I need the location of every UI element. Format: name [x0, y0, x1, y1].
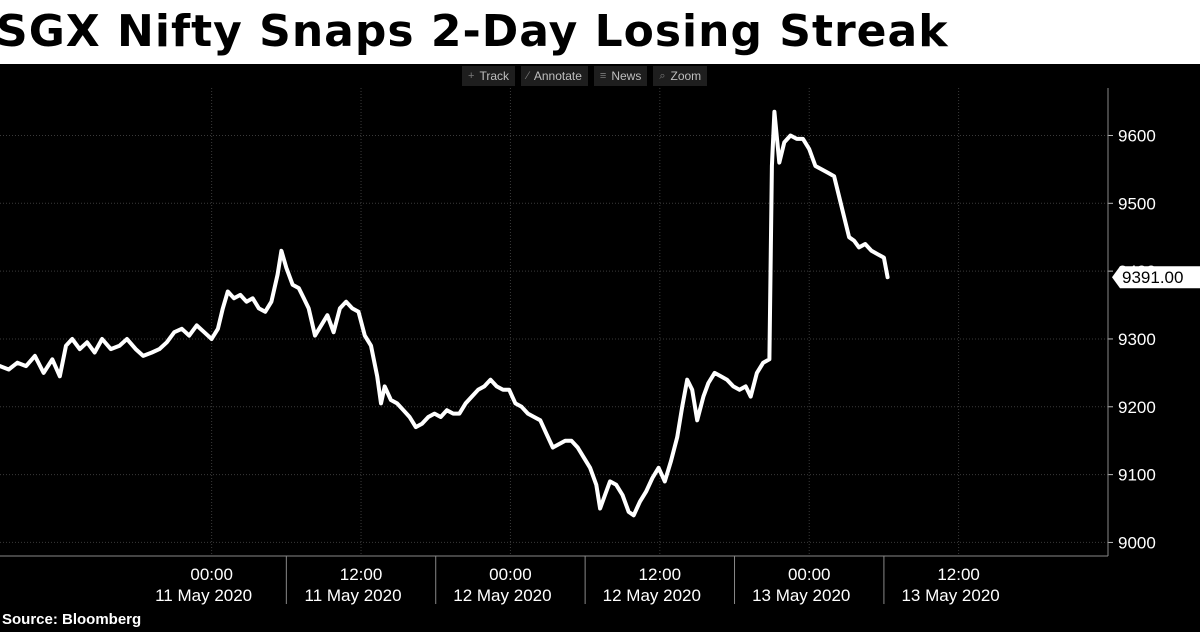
toolbar-news-button[interactable]: ≡ News	[593, 66, 648, 86]
footer: Source: Bloomberg	[0, 610, 1200, 632]
chart-area[interactable]: 00:00 11 May 2020 12:00 11 May 2020 00:00 12 …	[0, 64, 1200, 610]
y-tick-label: 9600	[1118, 126, 1156, 145]
x-axis: 00:00 11 May 2020 12:00 11 May 2020 00:00 12 …	[0, 555, 1108, 605]
x-tick-date: 13 May 2020	[901, 586, 999, 605]
y-tick-label: 9100	[1118, 466, 1156, 485]
x-tick-date: 12 May 2020	[453, 586, 551, 605]
last-value-label: 9391.00	[1122, 268, 1183, 287]
series-line	[0, 109, 890, 518]
x-tick-date: 13 May 2020	[752, 586, 850, 605]
x-tick-date: 11 May 2020	[155, 586, 252, 605]
toolbar-label: Annotate	[533, 69, 582, 83]
toolbar-label: Zoom	[670, 69, 702, 83]
x-tick-time: 12:00	[937, 565, 980, 584]
x-tick-time: 00:00	[190, 565, 233, 584]
toolbar-label: News	[611, 69, 642, 83]
pencil-icon: ∕	[527, 70, 529, 82]
chart-toolbar: + Track ∕ Annotate ≡ News ⌕ Zoom	[462, 66, 708, 86]
title-bar: SGX Nifty Snaps 2-Day Losing Streak	[0, 0, 1200, 64]
x-tick-date: 11 May 2020	[305, 586, 402, 605]
y-tick-label: 9000	[1118, 533, 1156, 552]
toolbar-label: Track	[479, 69, 509, 83]
last-value-badge	[1112, 266, 1200, 289]
y-tick-label: 9500	[1118, 194, 1156, 213]
y-tick-label: 9200	[1118, 398, 1156, 417]
toolbar-track-button[interactable]: + Track	[462, 66, 515, 86]
x-tick-time: 00:00	[788, 565, 831, 584]
x-tick-time: 12:00	[340, 565, 383, 584]
chart-title: SGX Nifty Snaps 2-Day Losing Streak	[0, 6, 949, 57]
source-note: Source: Bloomberg	[2, 611, 142, 628]
toolbar-zoom-button[interactable]: ⌕ Zoom	[653, 66, 708, 86]
zoom-icon: ⌕	[659, 69, 666, 82]
news-icon: ≡	[599, 70, 607, 82]
crosshair-icon: +	[468, 70, 475, 82]
last-value-marker: 9391.00	[1112, 266, 1200, 289]
x-tick-time: 12:00	[639, 565, 682, 584]
y-axis: 9000910092009300940095009600	[1107, 88, 1156, 556]
x-tick-date: 12 May 2020	[603, 586, 701, 605]
y-tick-label: 9300	[1118, 330, 1156, 349]
gridlines	[0, 88, 1108, 556]
toolbar-annotate-button[interactable]: ∕ Annotate	[521, 66, 588, 86]
x-tick-time: 00:00	[489, 565, 532, 584]
